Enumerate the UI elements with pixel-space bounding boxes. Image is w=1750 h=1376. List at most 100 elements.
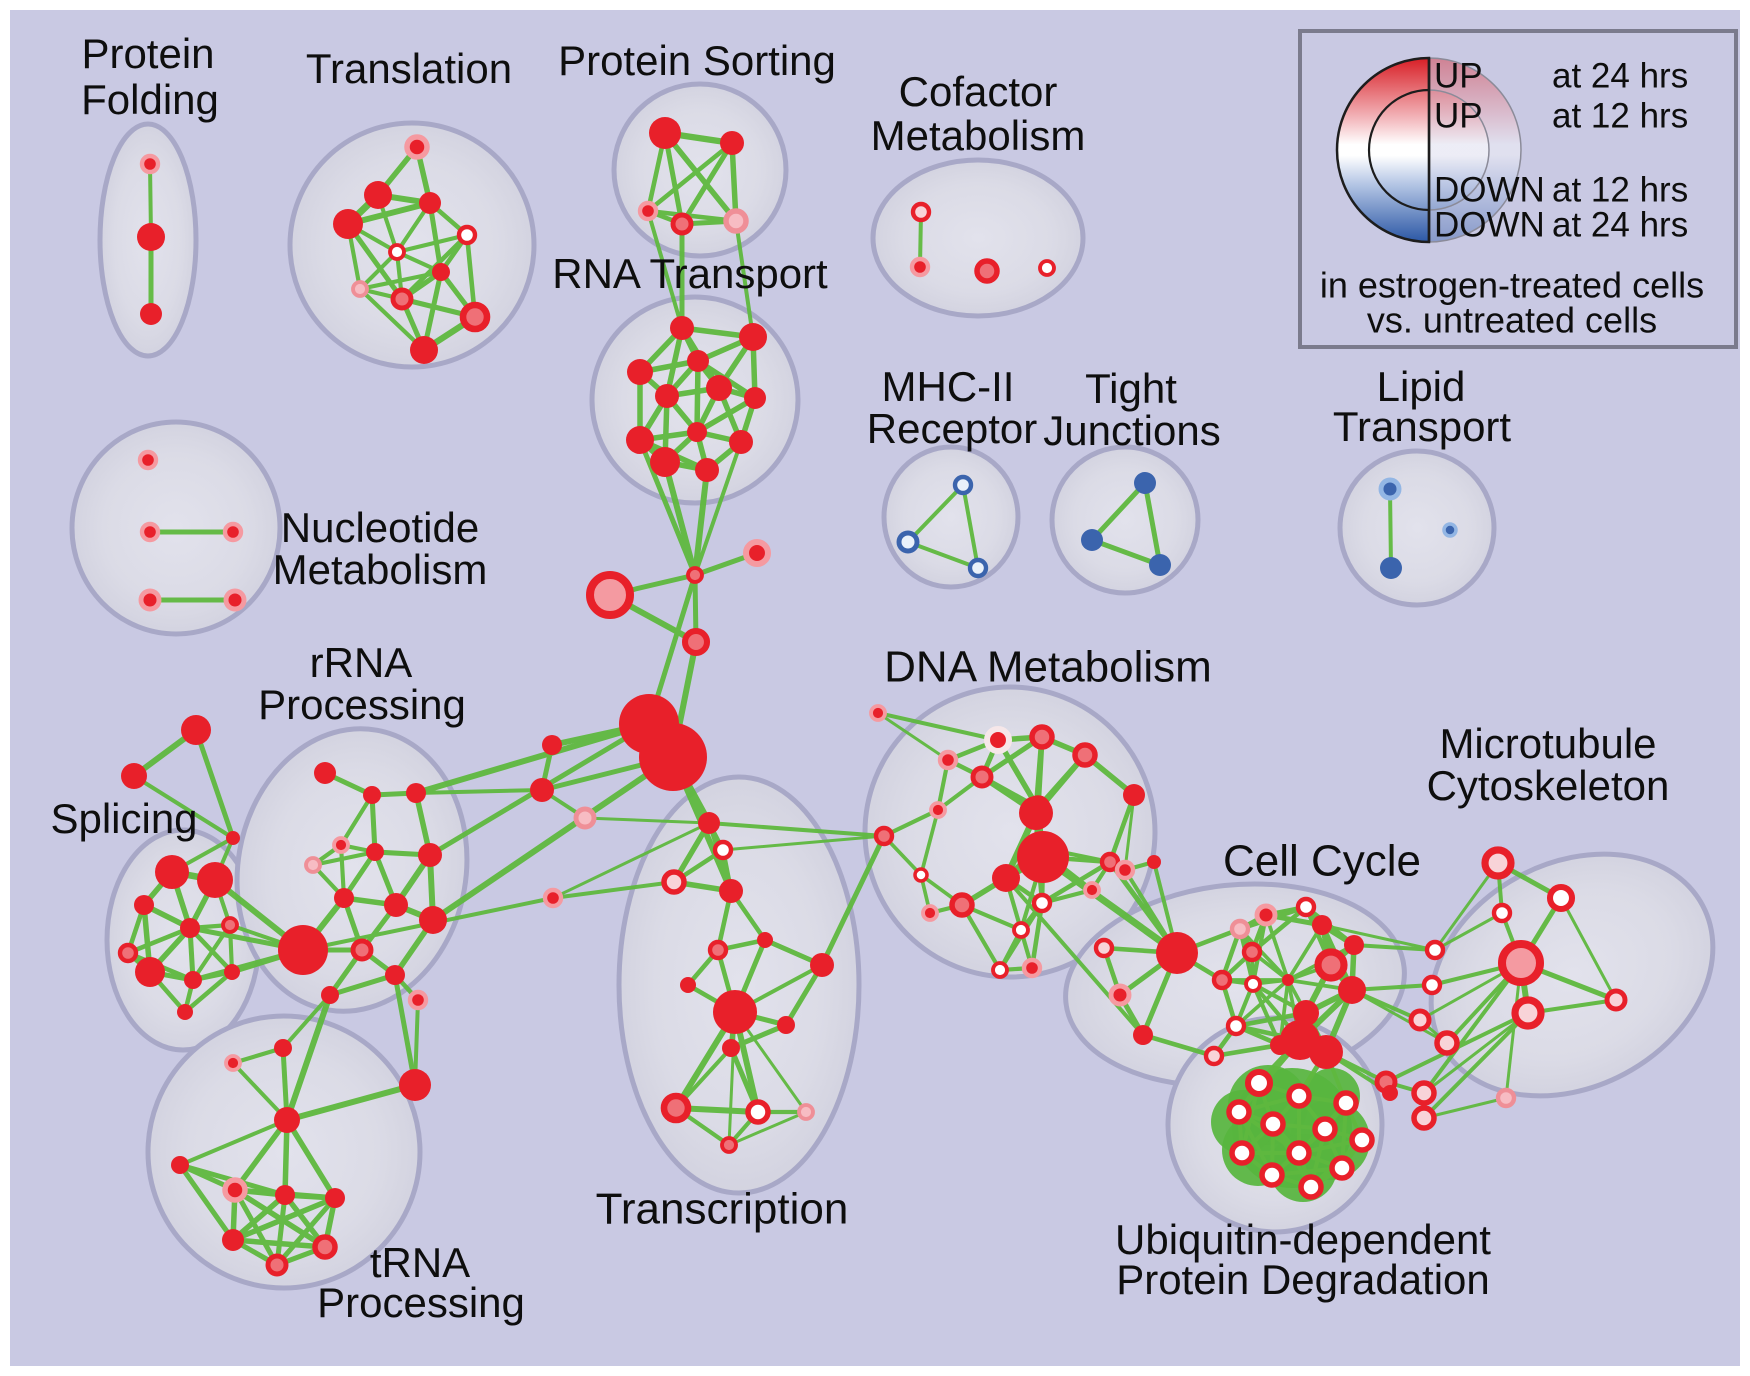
node-rt11: [650, 447, 680, 477]
mesh-edge-rna-transport: [694, 395, 758, 435]
node-tr8: [265, 1253, 289, 1277]
label-cofactor-metabolism-line2: Metabolism: [871, 112, 1086, 159]
node-sp2: [197, 862, 233, 898]
node-tx5: [542, 887, 564, 909]
edge-mc2-mc6: [1559, 896, 1618, 1002]
edge-cw6-mc7: [1422, 1096, 1508, 1120]
label-trna-processing-line2: Processing: [317, 1279, 525, 1326]
node-rr1: [314, 762, 336, 784]
node-dn1: [983, 725, 1013, 755]
label-trna-processing-line1: tRNA: [370, 1239, 470, 1286]
mesh-edge-cell-cycle: [1211, 1042, 1283, 1059]
node-tx8: [680, 977, 696, 993]
edge-tx10-dn8: [819, 833, 887, 968]
label-transcription-line1: Transcription: [596, 1185, 849, 1234]
edge-dn8-tx2: [721, 834, 886, 852]
node-u6: [1312, 1116, 1338, 1142]
node-cc17: [1203, 1045, 1225, 1067]
edge-tx5-tx1: [551, 821, 711, 900]
label-dna-metabolism-line1: DNA Metabolism: [884, 643, 1212, 692]
node-dn14: [1012, 921, 1030, 939]
node-dn5: [929, 801, 947, 819]
node-dnH3: [992, 864, 1020, 892]
node-sp3: [134, 895, 154, 915]
edge-lp1-lp2: [1388, 487, 1393, 570]
edge-mh2-mh3: [906, 540, 980, 570]
legend-row4-time: at 24 hrs: [1552, 205, 1688, 244]
mesh-edge-trna-processing: [232, 1117, 290, 1193]
edge-cw8-mc5: [1422, 1011, 1530, 1095]
legend-row3-time: at 12 hrs: [1552, 170, 1688, 209]
node-tx13: [660, 1092, 692, 1124]
node-cc21: [1108, 983, 1132, 1007]
edge-tj1-tj3: [1142, 480, 1163, 568]
node-mcB: [1498, 940, 1544, 986]
mesh-edge-rrna-processing: [327, 972, 398, 998]
node-sp5: [117, 942, 139, 964]
node-sx2: [121, 763, 147, 789]
edge-rr15-rr13: [392, 972, 418, 1088]
label-splicing-line1: Splicing: [50, 795, 197, 842]
label-translation-line1: Translation: [306, 45, 512, 92]
label-mhc-ii-receptor-line2: Receptor: [867, 405, 1037, 452]
node-tx1: [698, 812, 720, 834]
label-microtubule-cytoskeleton-line1: Microtubule: [1439, 720, 1656, 767]
node-tx12: [722, 1039, 740, 1057]
node-tr1: [274, 1107, 300, 1133]
node-tr6: [222, 1229, 244, 1251]
node-sx3: [226, 831, 240, 845]
edge-rr17-tr1: [231, 1061, 289, 1122]
edge-cc13-cw4: [1350, 988, 1449, 1045]
cluster-nucleotide-metabolism-bubble: [69, 419, 283, 637]
legend-row3-direction: DOWN: [1434, 170, 1545, 209]
node-tx4: [719, 879, 743, 903]
mesh-edge-translation: [394, 232, 470, 255]
node-cc3: [1254, 903, 1278, 927]
node-mc5: [1511, 996, 1545, 1030]
label-ubiquitin-degradation-line2: Protein Degradation: [1116, 1256, 1490, 1303]
node-tl2: [364, 181, 392, 209]
node-dn18: [1099, 851, 1121, 873]
node-tx6: [707, 939, 729, 961]
node-rt4: [687, 350, 709, 372]
node-cc8: [1282, 974, 1294, 986]
node-lp1: [1378, 477, 1402, 501]
node-mc6: [1604, 988, 1628, 1012]
label-protein-folding-line2: Folding: [81, 76, 219, 123]
node-tx10: [810, 953, 834, 977]
mesh-edge-dna-metabolism: [1029, 900, 1045, 971]
node-rr13: [385, 965, 405, 985]
mesh-edge-cell-cycle: [1234, 978, 1290, 1028]
mesh-edge-trna-processing: [274, 1195, 338, 1268]
node-ps1: [649, 117, 681, 149]
node-tx2: [712, 839, 734, 861]
edge-dnH2-ccH: [1039, 853, 1181, 957]
label-mhc-ii-receptor-line1: MHC-II: [882, 363, 1015, 410]
legend-footer-line1: in estrogen-treated cells: [1320, 265, 1704, 306]
label-cell-cycle-line1: Cell Cycle: [1223, 837, 1421, 886]
edge-rt12-hb1: [692, 467, 710, 578]
node-tr4: [275, 1185, 295, 1205]
edge-rr15-tr1: [284, 1082, 418, 1123]
node-u7: [1349, 1127, 1375, 1153]
node-dnH1: [1019, 796, 1053, 830]
label-tight-junctions-line1: Tight: [1085, 365, 1177, 412]
node-dn11: [949, 892, 975, 918]
node-tl5: [456, 224, 478, 246]
node-u12: [1298, 1174, 1324, 1200]
node-sp6: [221, 916, 239, 934]
node-u11: [1259, 1162, 1285, 1188]
node-rr12: [321, 986, 339, 1004]
node-mh3: [967, 557, 989, 579]
mesh-edge-cell-cycle: [1249, 904, 1309, 955]
node-tl8: [351, 280, 369, 298]
node-tl9: [390, 287, 414, 311]
node-sp10: [177, 1004, 193, 1020]
node-tx11: [777, 1016, 795, 1034]
node-pf1: [139, 153, 161, 175]
node-cw3: [1408, 1008, 1432, 1032]
mesh-edge-translation: [357, 269, 444, 292]
legend-inner-right-half: [1428, 89, 1490, 211]
node-sp4: [180, 918, 200, 938]
